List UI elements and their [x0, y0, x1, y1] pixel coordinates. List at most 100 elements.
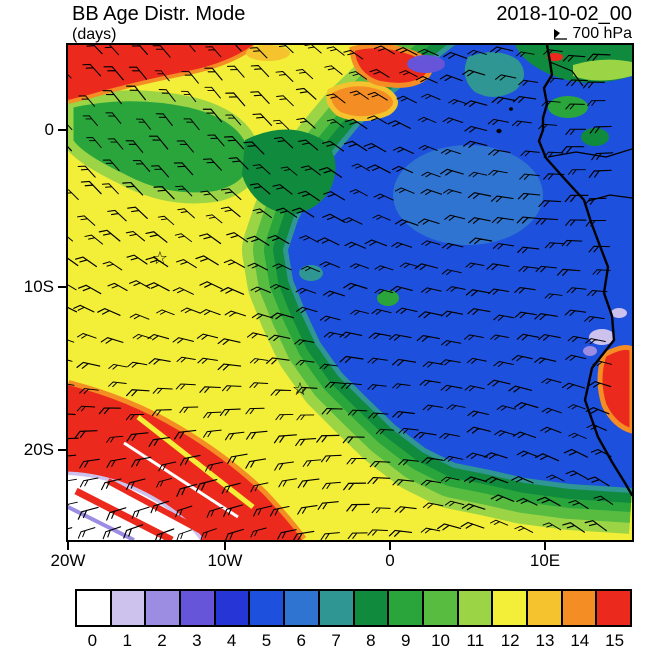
wind-barb	[107, 209, 127, 222]
wind-barb	[102, 261, 123, 271]
wind-barb	[589, 125, 612, 134]
wind-barb	[566, 79, 589, 87]
streak-red2	[106, 478, 220, 540]
wind-barb	[296, 386, 318, 394]
island-dot2	[509, 107, 513, 111]
wind-barb	[367, 529, 389, 536]
wind-barb	[316, 434, 340, 443]
y-axis-label-0: 0	[44, 120, 54, 139]
wind-barb	[392, 411, 415, 418]
wind-barb	[490, 334, 510, 341]
wind-barb	[221, 482, 241, 494]
wind-barb	[295, 69, 314, 80]
wind-barb	[250, 482, 269, 493]
colorbar-label-2: 2	[157, 631, 167, 650]
y-axis-label-10s: 10S	[23, 277, 54, 296]
wind-barb	[568, 500, 589, 510]
wind-barb	[154, 70, 170, 82]
wind-barb	[565, 470, 588, 479]
wind-barb	[273, 136, 294, 149]
wind-barb	[176, 140, 194, 153]
wind-barb	[518, 79, 539, 86]
wind-barb	[516, 497, 538, 506]
wind-barb	[227, 453, 248, 464]
wind-barb	[586, 423, 607, 431]
wind-barb	[441, 476, 460, 483]
wind-barb	[246, 235, 270, 246]
wind-barb	[181, 71, 199, 84]
wind-barb	[520, 150, 540, 157]
region-lavender3	[583, 346, 597, 356]
wind-barb	[544, 242, 565, 249]
wind-barb	[467, 308, 491, 315]
wind-barb	[151, 165, 170, 178]
wind-barb	[367, 477, 391, 485]
wind-barb	[417, 48, 439, 57]
wind-barb	[422, 502, 444, 509]
wind-barb	[565, 103, 585, 110]
wind-barb	[224, 528, 244, 540]
wind-barb	[220, 188, 242, 201]
wind-barb	[183, 118, 200, 131]
wind-barb	[298, 139, 319, 151]
wind-barb	[368, 332, 392, 340]
wind-barb	[151, 409, 172, 417]
wind-barb	[414, 263, 438, 271]
wind-barb	[126, 85, 146, 101]
wind-barb	[512, 431, 537, 439]
wind-barb	[565, 219, 587, 226]
wind-barb	[82, 115, 99, 127]
wind-barb	[217, 338, 241, 345]
wind-barb	[538, 200, 562, 208]
wind-barb	[345, 118, 368, 130]
wind-barb	[545, 77, 564, 83]
wind-barb	[252, 208, 273, 219]
wind-barb	[107, 282, 128, 292]
wind-barb	[546, 474, 565, 482]
wind-barb	[203, 429, 222, 438]
wind-barb	[272, 263, 292, 271]
y-axis-tick-20s	[58, 449, 66, 451]
wind-barb	[155, 113, 173, 127]
wind-barb	[516, 216, 541, 224]
wind-barb	[440, 148, 461, 155]
wind-barb	[375, 428, 395, 435]
wind-barb	[561, 382, 586, 390]
wind-barb	[152, 387, 173, 394]
wind-barb	[205, 461, 224, 472]
wind-barb	[268, 334, 291, 342]
wind-barb	[567, 404, 586, 410]
wind-barb	[496, 405, 517, 411]
wind-barb	[224, 431, 245, 441]
wind-barb	[127, 361, 148, 368]
wind-barb	[514, 287, 536, 294]
wind-barb	[252, 164, 271, 175]
wind-barb	[540, 426, 562, 434]
wind-barb	[150, 500, 170, 514]
x-axis-tick-10w	[224, 542, 226, 550]
wind-barb	[420, 479, 442, 486]
wind-barb	[444, 500, 465, 507]
wind-barb	[79, 477, 99, 488]
wind-barb	[135, 118, 151, 130]
colorbar-cell-14	[562, 591, 598, 625]
wind-barb	[280, 166, 298, 176]
wind-barb	[217, 363, 242, 371]
colorbar-cell-13	[527, 591, 563, 625]
wind-barb	[73, 304, 95, 313]
wind-barb	[591, 152, 614, 161]
wind-barb	[440, 384, 463, 392]
wind-barb	[394, 187, 415, 194]
wind-barb	[367, 91, 388, 101]
filled-contours	[68, 45, 632, 540]
wind-barb	[387, 120, 411, 129]
wind-barb	[392, 479, 415, 486]
wind-barb	[490, 494, 515, 502]
coastline	[537, 45, 632, 497]
wind-barb	[199, 233, 222, 245]
wind-barb	[373, 45, 395, 55]
wind-barb	[363, 142, 387, 153]
wind-barb	[536, 496, 561, 507]
colorbar-cell-5	[250, 591, 286, 625]
wind-barb	[145, 256, 169, 268]
